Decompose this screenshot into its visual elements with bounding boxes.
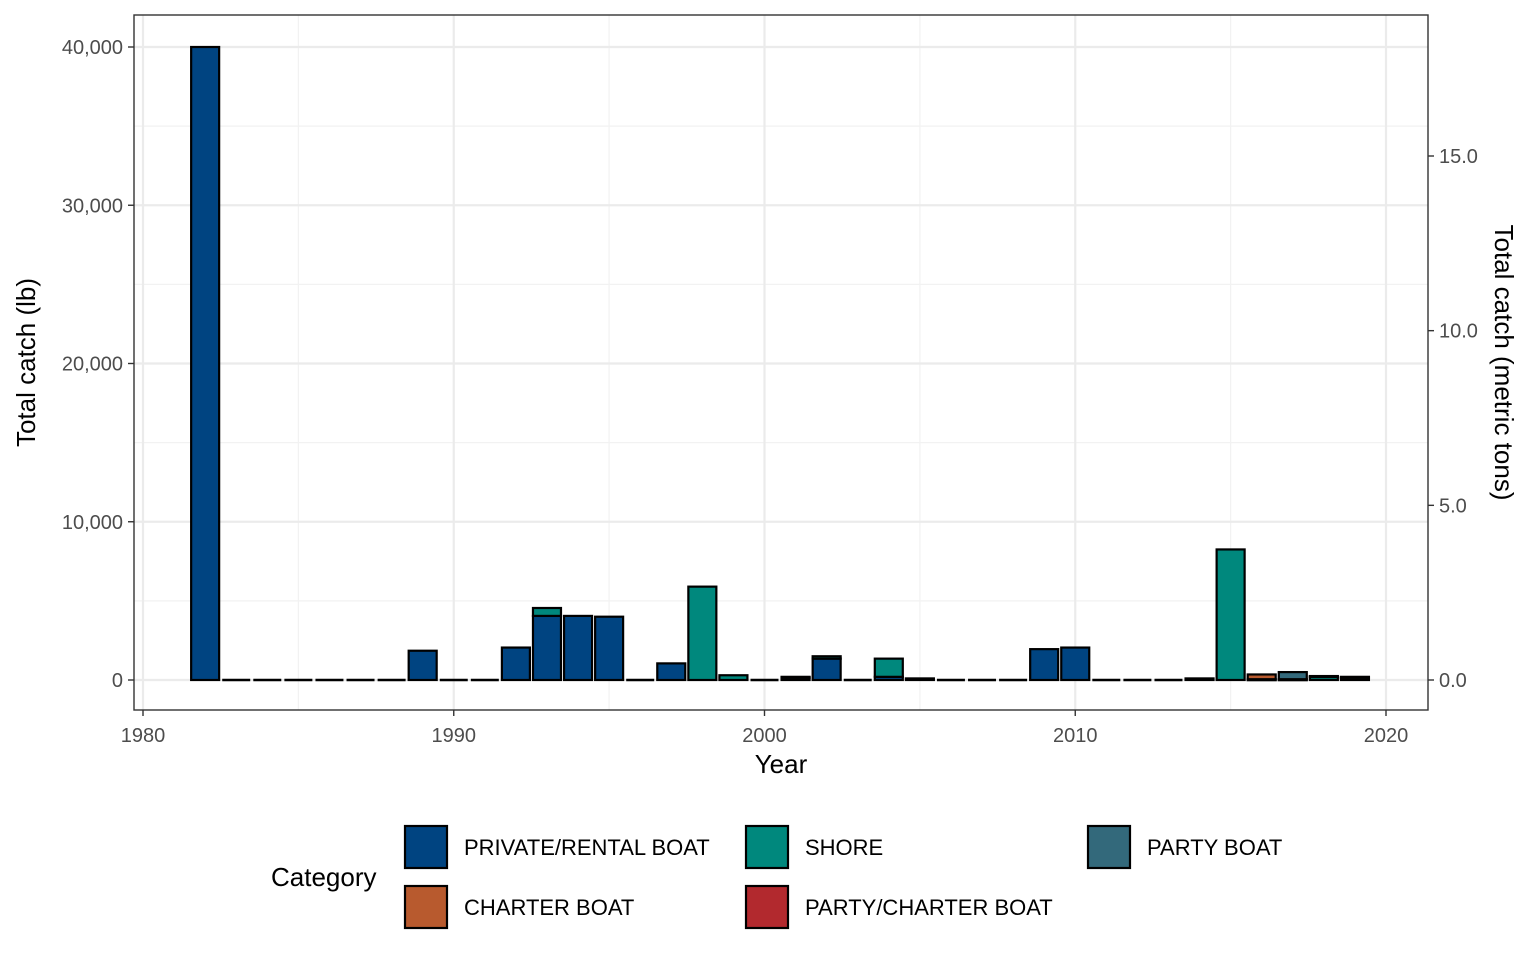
bar-1998-shore [687,585,718,682]
y-tick-label: 20,000 [62,354,123,376]
legend-swatch-charter-boat [403,884,449,930]
y2-tick-label: 15.0 [1439,146,1478,168]
bar-2016-charter-boat [1246,673,1277,681]
legend-swatch-party-charter-boat [744,884,790,930]
bar-2015-shore [1215,548,1246,682]
legend-label-private-rental-boat: PRIVATE/RENTAL BOAT [464,835,710,860]
bar-1993-shore [531,606,563,618]
bar-2004-shore [873,657,904,678]
y2-tick-label: 10.0 [1439,321,1478,343]
y-tick-label: 40,000 [62,37,123,59]
y2-tick-label: 0.0 [1439,670,1467,692]
legend-swatch-party-boat [1086,824,1132,870]
x-tick-label: 2010 [1053,725,1098,747]
bar-1982-private-rental-boat [190,45,221,682]
y2-axis-title: Total catch (metric tons) [1489,225,1519,501]
bar-1995-private-rental-boat [594,615,625,682]
bar-2019-party-boat [1339,675,1371,679]
bar-2002-shore [811,655,842,660]
legend: Category PRIVATE/RENTAL BOAT SHORE PARTY B… [271,824,1282,930]
bar-2010-private-rental-boat [1060,646,1091,682]
x-tick-label: 1990 [432,725,477,747]
bar-1989-private-rental-boat [407,649,438,682]
y-tick-label: 10,000 [62,512,123,534]
bar-2002-private-rental-boat [811,657,842,682]
bars [190,45,1371,682]
axes: 1980 1990 2000 2010 2020 0 10,000 20,000 30,000 4… [62,14,1478,747]
legend-label-party-charter-boat: PARTY/CHARTER BOAT [805,895,1053,920]
y-axis-title: Total catch (lb) [11,278,41,447]
bar-2001-shore [780,675,811,679]
legend-label-party-boat: PARTY BOAT [1147,835,1282,860]
y-tick-label: 0 [112,670,123,692]
legend-label-shore: SHORE [805,835,883,860]
bar-2018-party-boat [1308,674,1339,679]
grid-lines [134,15,1428,710]
bar-2005-shore [904,677,935,682]
x-tick-label: 2000 [742,725,787,747]
x-tick-label: 2020 [1364,725,1409,747]
bar-2009-private-rental-boat [1029,648,1060,682]
legend-swatch-private-rental-boat [403,824,449,870]
y-tick-label: 30,000 [62,195,123,217]
legend-label-charter-boat: CHARTER BOAT [464,895,634,920]
x-axis-title: Year [755,749,808,779]
bar-1999-shore [718,674,749,682]
y2-tick-label: 5.0 [1439,495,1467,517]
bar-1992-private-rental-boat [500,646,531,682]
legend-swatch-shore [744,824,790,870]
x-tick-label: 1980 [121,725,166,747]
legend-title: Category [271,862,377,892]
bar-2017-party-boat [1277,670,1308,681]
bar-1993-private-rental-boat [531,614,563,682]
bar-2014-private-rental-boat [1184,677,1215,682]
panel-border [133,14,1429,711]
bar-1997-private-rental-boat [656,662,687,682]
bar-1994-private-rental-boat [562,614,594,682]
